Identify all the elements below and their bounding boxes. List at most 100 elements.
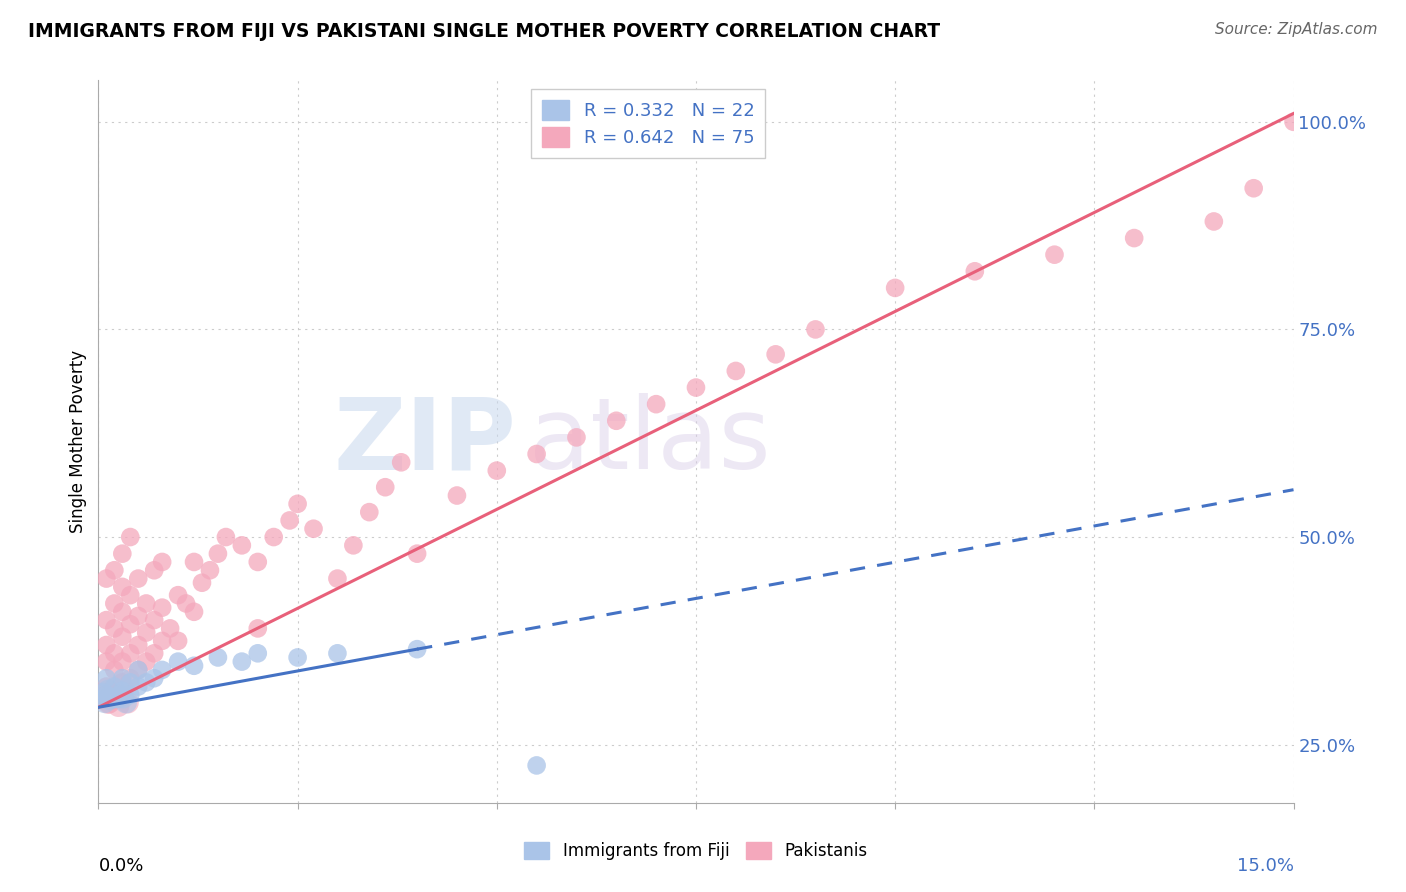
- Point: [96, 655, 118, 669]
- Point: [111, 671, 134, 685]
- Point: [485, 464, 508, 478]
- Point: [96, 572, 118, 586]
- Point: [127, 663, 149, 677]
- Point: [107, 689, 129, 703]
- Point: [103, 682, 125, 697]
- Point: [94, 695, 117, 709]
- Point: [963, 264, 986, 278]
- Point: [143, 613, 166, 627]
- Point: [1043, 248, 1066, 262]
- Point: [103, 663, 125, 677]
- Point: [127, 572, 149, 586]
- Point: [135, 625, 157, 640]
- Point: [96, 688, 118, 702]
- Point: [406, 547, 429, 561]
- Point: [1202, 214, 1225, 228]
- Point: [107, 690, 129, 704]
- Point: [135, 655, 157, 669]
- Point: [111, 580, 134, 594]
- Point: [103, 597, 125, 611]
- Point: [103, 680, 125, 694]
- Text: ZIP: ZIP: [333, 393, 517, 490]
- Point: [150, 663, 173, 677]
- Point: [120, 588, 142, 602]
- Point: [100, 687, 122, 701]
- Point: [278, 513, 301, 527]
- Point: [159, 621, 181, 635]
- Point: [101, 691, 124, 706]
- Point: [302, 522, 325, 536]
- Point: [111, 655, 134, 669]
- Point: [127, 638, 149, 652]
- Point: [215, 530, 238, 544]
- Point: [198, 563, 221, 577]
- Point: [183, 555, 205, 569]
- Point: [287, 497, 309, 511]
- Point: [120, 671, 142, 685]
- Point: [1282, 115, 1305, 129]
- Point: [191, 575, 214, 590]
- Point: [111, 683, 134, 698]
- Point: [231, 655, 253, 669]
- Point: [111, 605, 134, 619]
- Point: [207, 547, 229, 561]
- Point: [167, 588, 190, 602]
- Point: [103, 688, 125, 702]
- Point: [117, 696, 139, 710]
- Point: [107, 698, 129, 713]
- Point: [120, 646, 142, 660]
- Point: [765, 347, 787, 361]
- Point: [685, 380, 707, 394]
- Point: [111, 690, 134, 705]
- Text: 15.0%: 15.0%: [1236, 857, 1294, 875]
- Point: [91, 688, 114, 702]
- Point: [1243, 181, 1265, 195]
- Point: [115, 696, 138, 710]
- Point: [103, 563, 125, 577]
- Point: [150, 633, 173, 648]
- Point: [104, 689, 127, 703]
- Point: [103, 621, 125, 635]
- Point: [724, 364, 747, 378]
- Point: [174, 597, 197, 611]
- Point: [127, 609, 149, 624]
- Point: [135, 597, 157, 611]
- Point: [98, 696, 121, 710]
- Point: [97, 696, 120, 710]
- Text: IMMIGRANTS FROM FIJI VS PAKISTANI SINGLE MOTHER POVERTY CORRELATION CHART: IMMIGRANTS FROM FIJI VS PAKISTANI SINGLE…: [28, 22, 941, 41]
- Point: [143, 563, 166, 577]
- Text: Source: ZipAtlas.com: Source: ZipAtlas.com: [1215, 22, 1378, 37]
- Point: [167, 633, 190, 648]
- Point: [120, 688, 142, 702]
- Point: [183, 605, 205, 619]
- Point: [645, 397, 668, 411]
- Legend: Immigrants from Fiji, Pakistanis: Immigrants from Fiji, Pakistanis: [517, 835, 875, 867]
- Point: [167, 655, 190, 669]
- Point: [246, 555, 269, 569]
- Point: [207, 650, 229, 665]
- Point: [111, 675, 134, 690]
- Point: [884, 281, 907, 295]
- Point: [91, 687, 114, 701]
- Point: [96, 613, 118, 627]
- Point: [326, 572, 349, 586]
- Point: [96, 680, 118, 694]
- Point: [127, 680, 149, 694]
- Point: [103, 689, 125, 703]
- Point: [98, 692, 121, 706]
- Text: atlas: atlas: [529, 393, 770, 490]
- Point: [389, 455, 412, 469]
- Point: [96, 671, 118, 685]
- Point: [359, 505, 381, 519]
- Point: [103, 692, 125, 706]
- Point: [135, 675, 157, 690]
- Point: [246, 621, 269, 635]
- Point: [101, 685, 124, 699]
- Point: [96, 638, 118, 652]
- Point: [97, 683, 120, 698]
- Point: [111, 630, 134, 644]
- Point: [183, 658, 205, 673]
- Point: [120, 617, 142, 632]
- Point: [804, 322, 827, 336]
- Point: [605, 414, 627, 428]
